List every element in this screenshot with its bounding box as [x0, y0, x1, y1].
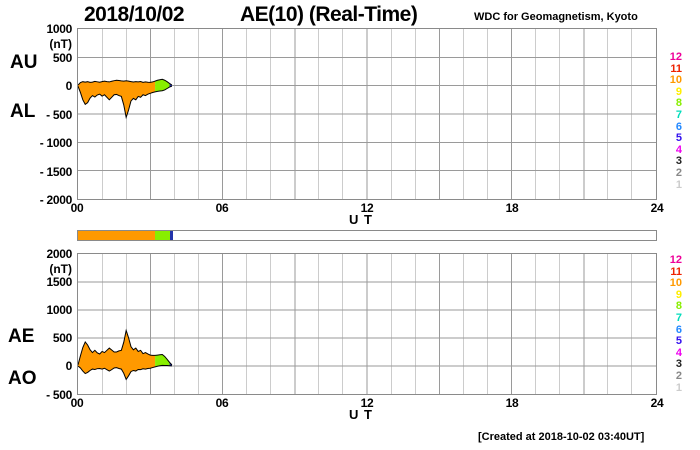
- x-tick-bottom-4: 24: [650, 396, 664, 410]
- y-tick-bottom-5: - 500: [46, 388, 72, 402]
- legend-entry-bottom-7: 7: [675, 311, 682, 324]
- y-tick-top-6: - 2000: [39, 193, 73, 207]
- coverage-segment-no-data: [173, 231, 656, 240]
- legend-entry-bottom-1: 1: [675, 381, 682, 394]
- x-tick-top-0: 00: [70, 201, 84, 215]
- y-tick-top-2: 0: [65, 79, 73, 93]
- legend-entry-top-5: 5: [675, 132, 682, 145]
- series-fill-0: [78, 330, 156, 380]
- legend-entry-bottom-3: 3: [675, 358, 682, 371]
- series-fill-1: [155, 354, 170, 367]
- series-label-au: AU: [10, 52, 38, 73]
- y-tick-bottom-1: 1500: [46, 275, 73, 289]
- x-tick-top-1: 06: [215, 201, 229, 215]
- legend-entry-top-11: 11: [670, 62, 682, 75]
- legend-entry-bottom-9: 9: [675, 288, 682, 301]
- legend-entry-top-8: 8: [675, 97, 682, 110]
- credit-label: WDC for Geomagnetism, Kyoto: [474, 11, 638, 23]
- x-tick-bottom-1: 06: [215, 396, 229, 410]
- page-title-date: 2018/10/02: [84, 3, 185, 26]
- legend-entry-top-2: 2: [675, 166, 682, 179]
- page-title: AE(10) (Real-Time): [240, 3, 418, 26]
- x-tick-top-4: 24: [650, 201, 664, 215]
- color-index-legend-bottom: 12 11 10 9 8 7 6 5 4 3 2 1: [660, 254, 682, 394]
- y-tick-bottom-0: 2000: [46, 247, 73, 261]
- x-axis-title-bottom: U T: [349, 407, 373, 422]
- ae-ao-plot: [77, 253, 657, 395]
- color-index-legend-top: 12 11 10 9 8 7 6 5 4 3 2 1: [660, 51, 682, 191]
- legend-entry-top-3: 3: [675, 155, 682, 168]
- series-label-ae: AE: [8, 326, 35, 347]
- au-al-plot-canvas: [78, 29, 656, 199]
- y-tick-bottom-3: 500: [52, 331, 72, 345]
- legend-entry-bottom-2: 2: [675, 369, 682, 382]
- series-label-ao: AO: [8, 368, 37, 389]
- series-outline-AO: [78, 364, 172, 381]
- series-outline-AE: [78, 328, 173, 366]
- legend-entry-bottom-5: 5: [675, 335, 682, 348]
- legend-entry-bottom-6: 6: [675, 323, 682, 336]
- y-tick-top-0: 1000: [46, 22, 73, 36]
- y-unit-label-bottom: (nT): [49, 262, 72, 276]
- legend-entry-top-1: 1: [675, 178, 682, 191]
- legend-entry-bottom-10: 10: [669, 277, 682, 290]
- legend-entry-top-6: 6: [675, 120, 682, 133]
- legend-entry-bottom-12: 12: [669, 254, 682, 266]
- x-tick-bottom-3: 18: [505, 396, 519, 410]
- coverage-segment-station-count-8: [155, 231, 170, 240]
- x-tick-top-2: 12: [360, 201, 374, 215]
- series-outline-AL: [78, 85, 173, 120]
- y-tick-bottom-2: 1000: [46, 303, 73, 317]
- legend-entry-bottom-11: 11: [670, 265, 682, 278]
- au-al-plot: [77, 28, 657, 200]
- created-timestamp: [Created at 2018-10-02 03:40UT]: [478, 431, 645, 443]
- x-tick-top-3: 18: [505, 201, 519, 215]
- x-tick-bottom-2: 12: [360, 396, 374, 410]
- coverage-segment-station-count-6: [169, 231, 174, 240]
- coverage-segment-station-count-10: [78, 231, 103, 240]
- x-axis-title-top: U T: [349, 212, 373, 227]
- legend-entry-top-12: 12: [669, 51, 682, 63]
- series-outline-AU: [78, 78, 173, 86]
- x-tick-bottom-0: 00: [70, 396, 84, 410]
- y-tick-bottom-4: 0: [65, 359, 73, 373]
- series-fill-0: [78, 80, 156, 118]
- y-tick-top-1: 500: [52, 51, 72, 65]
- series-label-al: AL: [10, 101, 36, 122]
- y-tick-top-4: - 1000: [39, 136, 73, 150]
- y-unit-label-top: (nT): [49, 37, 72, 51]
- legend-entry-top-4: 4: [675, 143, 682, 156]
- legend-entry-bottom-8: 8: [675, 300, 682, 313]
- legend-entry-top-10: 10: [669, 74, 682, 87]
- ae-ao-plot-canvas: [78, 254, 656, 394]
- legend-entry-bottom-4: 4: [675, 346, 682, 359]
- y-tick-top-3: - 500: [46, 108, 72, 122]
- data-coverage-bar[interactable]: [77, 230, 657, 241]
- legend-entry-top-9: 9: [675, 85, 682, 98]
- legend-entry-top-7: 7: [675, 108, 682, 121]
- y-tick-top-5: - 1500: [39, 165, 73, 179]
- coverage-segment-station-count-10: [102, 231, 156, 240]
